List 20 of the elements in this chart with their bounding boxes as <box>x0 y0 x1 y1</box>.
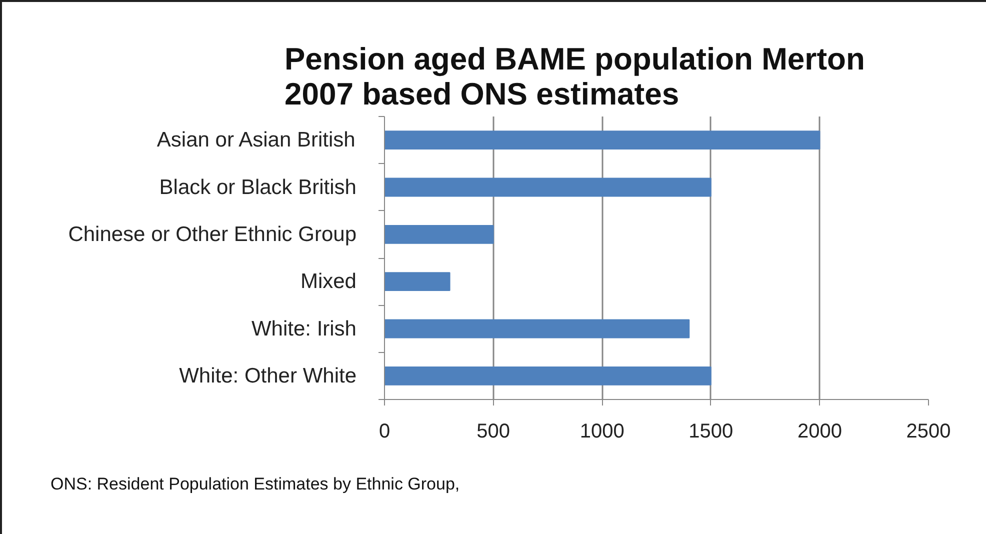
bar <box>384 130 820 150</box>
x-tick-label: 1000 <box>580 420 624 442</box>
y-tick-label: White: Other White <box>179 364 357 388</box>
bar <box>384 272 450 292</box>
y-tick-label: Asian or Asian British <box>156 128 356 152</box>
text: ONS: Resident Population Estimates by Ethnic Group, <box>50 474 460 494</box>
y-tick-label: Mixed <box>300 270 357 294</box>
chart-title: Pension aged BAME population Merton 2007 based ONS estimates <box>284 42 865 112</box>
bar <box>384 319 690 338</box>
x-tick-label: 2500 <box>906 420 951 442</box>
y-tick-label: Chinese or Other Ethnic Group <box>68 222 357 246</box>
bar <box>384 178 712 197</box>
y-tick-label: Black or Black British <box>159 176 357 199</box>
y-tick-label: White: Irish <box>251 317 357 340</box>
x-tick-label: 0 <box>378 420 390 442</box>
x-tick-label: 1500 <box>688 420 734 442</box>
bar <box>384 224 494 244</box>
bar <box>384 366 712 386</box>
x-tick-label: 2000 <box>797 420 842 442</box>
x-tick-label: 500 <box>476 420 510 442</box>
